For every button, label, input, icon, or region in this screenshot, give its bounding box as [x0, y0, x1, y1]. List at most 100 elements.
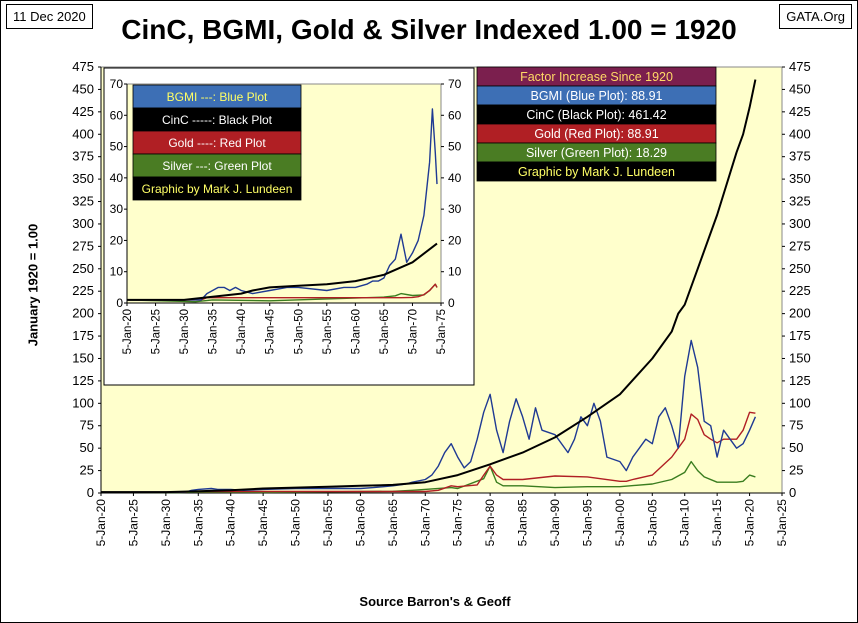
y-tick-label: 350 [72, 171, 94, 186]
inset-legend-text: Gold ----: Red Plot [168, 136, 266, 150]
y-tick-label: 400 [72, 126, 94, 141]
main-legend-row [476, 161, 717, 182]
chart-title: CinC, BGMI, Gold & Silver Indexed 1.00 =… [121, 14, 737, 45]
x-tick-label: 5-Jan-90 [548, 499, 562, 547]
x-tick-label: 5-Jan-25 [126, 499, 140, 547]
y-tick-label-right: 40 [448, 171, 462, 185]
x-tick-label: 5-Jan-20 [743, 499, 757, 547]
y-tick-label: 10 [110, 265, 124, 279]
y-tick-label-right: 450 [789, 81, 811, 96]
x-tick-label: 5-Jan-60 [353, 499, 367, 547]
y-tick-label: 40 [110, 171, 124, 185]
x-tick-label: 5-Jan-85 [516, 499, 530, 547]
y-tick-label: 250 [72, 261, 94, 276]
y-tick-label-right: 400 [789, 126, 811, 141]
x-tick-label: 5-Jan-70 [407, 309, 419, 354]
x-tick-label: 5-Jan-50 [293, 309, 305, 354]
series-line-gold [101, 411, 756, 493]
y-tick-label: 100 [72, 395, 94, 410]
main-legend-text: BGMI (Blue Plot): 88.91 [530, 89, 662, 103]
series-line-cinc [127, 242, 438, 301]
x-tick-label: 5-Jan-70 [418, 499, 432, 547]
y-tick-label-right: 175 [789, 328, 811, 343]
x-tick-label: 5-Jan-30 [159, 499, 173, 547]
main-legend-text: Gold (Red Plot): 88.91 [534, 127, 658, 141]
inset-legend-text: BGMI ---: Blue Plot [167, 90, 268, 104]
y-tick-label-right: 300 [789, 216, 811, 231]
inset-legend-text: Silver ---: Green Plot [162, 159, 272, 173]
x-tick-label: 5-Jan-25 [775, 499, 789, 547]
y-tick-label-right: 375 [789, 149, 811, 164]
main-legend-text: Factor Increase Since 1920 [520, 70, 673, 84]
x-tick-label: 5-Jan-55 [321, 499, 335, 547]
inset-legend-row [132, 176, 302, 201]
y-tick-label: 20 [110, 233, 124, 247]
y-tick-label: 30 [110, 202, 124, 216]
x-tick-label: 5-Jan-00 [613, 499, 627, 547]
series-line-gold [127, 283, 438, 301]
y-tick-label-right: 125 [789, 373, 811, 388]
date-label: 11 Dec 2020 [6, 4, 93, 29]
y-tick-label: 0 [87, 485, 94, 500]
y-tick-label: 325 [72, 194, 94, 209]
y-tick-label: 200 [72, 306, 94, 321]
x-tick-label: 5-Jan-75 [436, 309, 448, 354]
x-tick-label: 5-Jan-45 [256, 499, 270, 547]
y-tick-label-right: 0 [789, 485, 796, 500]
source-label: GATA.Org [779, 4, 852, 29]
x-tick-label: 5-Jan-80 [483, 499, 497, 547]
x-tick-label: 5-Jan-60 [350, 309, 362, 354]
x-tick-label: 5-Jan-40 [224, 499, 238, 547]
y-tick-label: 175 [72, 328, 94, 343]
y-tick-label: 375 [72, 149, 94, 164]
y-tick-label-right: 200 [789, 306, 811, 321]
main-legend-text: CinC (Black Plot): 461.42 [526, 108, 666, 122]
y-tick-label-right: 150 [789, 350, 811, 365]
x-tick-label: 5-Jan-65 [386, 499, 400, 547]
series-line-bgmi [101, 339, 757, 493]
y-tick-label-right: 0 [448, 296, 455, 310]
y-tick-label-right: 475 [789, 59, 811, 74]
x-tick-label: 5-Jan-20 [122, 309, 134, 354]
main-legend: Factor Increase Since 1920 BGMI (Blue Plo… [476, 66, 717, 182]
y-tick-label: 150 [72, 350, 94, 365]
x-tick-label: 5-Jan-95 [580, 499, 594, 547]
y-tick-label-right: 75 [789, 418, 803, 433]
y-tick-label: 75 [80, 418, 94, 433]
y-tick-label-right: 275 [789, 238, 811, 253]
x-tick-label: 5-Jan-45 [265, 309, 277, 354]
x-tick-label: 5-Jan-50 [289, 499, 303, 547]
x-tick-label: 5-Jan-40 [236, 309, 248, 354]
y-tick-label-right: 50 [448, 140, 462, 154]
y-tick-label-right: 30 [448, 202, 462, 216]
series-line-cinc [101, 79, 757, 494]
main-legend-text: Silver (Green Plot): 18.29 [526, 146, 667, 160]
main-legend-text: Graphic by Mark J. Lundeen [518, 165, 675, 179]
y-tick-label: 275 [72, 238, 94, 253]
y-tick-label: 25 [80, 463, 94, 478]
y-tick-label-right: 225 [789, 283, 811, 298]
y-tick-label-right: 50 [789, 440, 803, 455]
x-tick-label: 5-Jan-35 [208, 309, 220, 354]
series-line-bgmi [127, 108, 438, 301]
x-tick-label: 5-Jan-10 [678, 499, 692, 547]
y-tick-label-right: 325 [789, 194, 811, 209]
inset-legend: BGMI ---: Blue Plot CinC -----: Black Plo… [132, 84, 302, 201]
y-tick-label: 300 [72, 216, 94, 231]
x-tick-label: 5-Jan-75 [451, 499, 465, 547]
x-axis-label: Source Barron's & Geoff [359, 594, 511, 609]
y-tick-label-right: 20 [448, 233, 462, 247]
y-tick-label-right: 70 [448, 77, 462, 91]
x-tick-label: 5-Jan-25 [151, 309, 163, 354]
y-tick-label-right: 60 [448, 108, 462, 122]
y-tick-label: 70 [110, 77, 124, 91]
y-tick-label: 0 [116, 296, 123, 310]
inset-legend-text: Graphic by Mark J. Lundeen [142, 182, 293, 196]
y-tick-label-right: 425 [789, 104, 811, 119]
y-tick-label: 50 [110, 140, 124, 154]
y-tick-label: 425 [72, 104, 94, 119]
y-tick-label: 50 [80, 440, 94, 455]
y-tick-label: 60 [110, 108, 124, 122]
y-tick-label: 450 [72, 81, 94, 96]
